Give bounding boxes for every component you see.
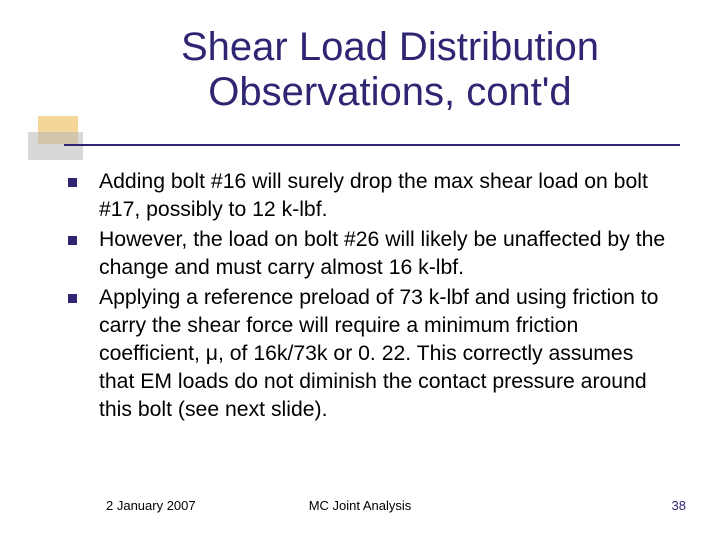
slide-title: Shear Load Distribution Observations, co… <box>110 25 670 115</box>
slide-footer: 2 January 2007 MC Joint Analysis 38 <box>0 498 720 518</box>
bullet-text: Adding bolt #16 will surely drop the max… <box>99 168 670 224</box>
corner-decoration <box>28 116 90 161</box>
square-bullet-icon <box>68 178 77 187</box>
square-bullet-icon <box>68 294 77 303</box>
title-line-1: Shear Load Distribution <box>181 25 599 69</box>
list-item: However, the load on bolt #26 will likel… <box>68 226 670 282</box>
list-item: Adding bolt #16 will surely drop the max… <box>68 168 670 224</box>
bullet-text: However, the load on bolt #26 will likel… <box>99 226 670 282</box>
slide: Shear Load Distribution Observations, co… <box>0 0 720 540</box>
title-line-2: Observations, cont'd <box>208 70 571 114</box>
title-block: Shear Load Distribution Observations, co… <box>50 20 670 115</box>
deco-gray-box <box>28 132 83 160</box>
list-item: Applying a reference preload of 73 k-lbf… <box>68 284 670 424</box>
bullet-text: Applying a reference preload of 73 k-lbf… <box>99 284 670 424</box>
square-bullet-icon <box>68 236 77 245</box>
title-underline <box>64 144 680 146</box>
footer-page-number: 38 <box>672 498 686 513</box>
bullet-list: Adding bolt #16 will surely drop the max… <box>68 168 670 426</box>
footer-center: MC Joint Analysis <box>0 498 720 513</box>
